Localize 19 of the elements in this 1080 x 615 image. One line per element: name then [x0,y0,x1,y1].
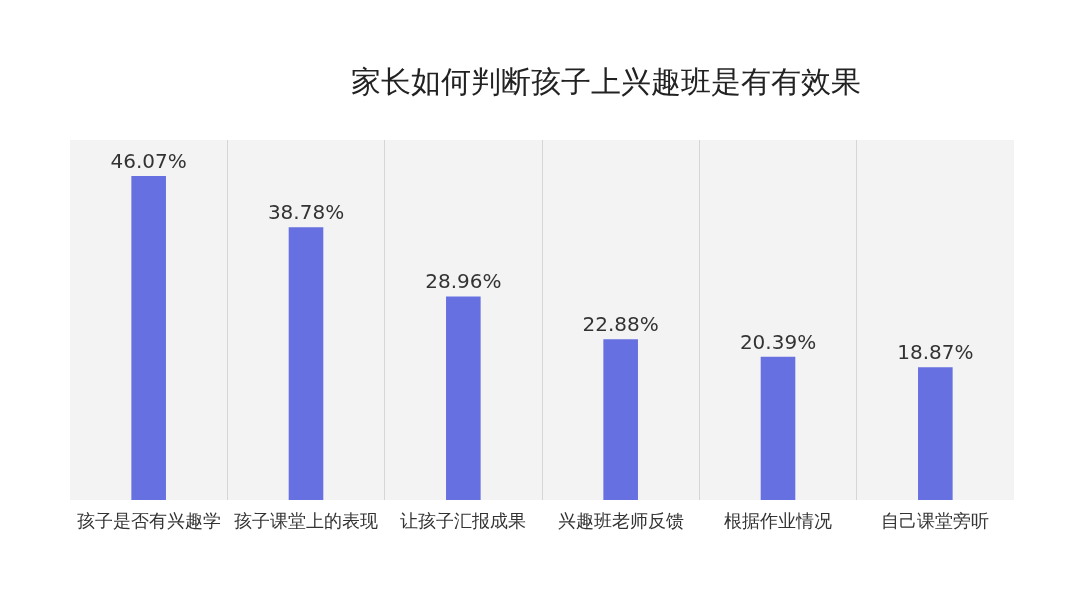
bar [288,227,324,500]
bar [603,339,638,500]
x-tick-label: 让孩子汇报成果 [400,510,527,531]
x-tick-label: 孩子是否有兴趣学 [76,510,221,531]
x-tick-label: 孩子课堂上的表现 [234,510,378,531]
data-label: 46.07% [110,149,187,174]
data-label: 38.78% [267,200,345,225]
bar [446,296,481,500]
x-tick-label: 自己课堂旁听 [881,510,990,531]
x-tick-label: 兴趣班老师反馈 [557,510,684,531]
chart-title: 家长如何判断孩子上兴趣班是有有效果 [350,64,861,100]
data-label: 22.88% [582,312,659,337]
bar [131,176,166,500]
data-label: 28.96% [425,269,502,294]
bar [918,367,953,500]
bar [760,356,796,500]
x-tick-label: 根据作业情况 [724,510,832,531]
data-label: 18.87% [897,340,974,365]
data-label: 20.39% [739,329,817,354]
